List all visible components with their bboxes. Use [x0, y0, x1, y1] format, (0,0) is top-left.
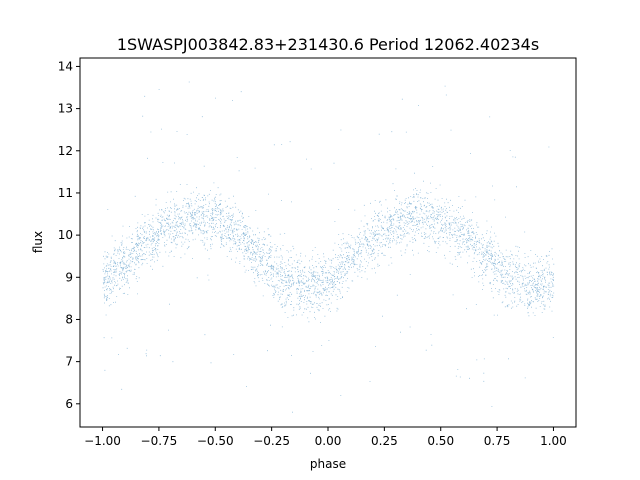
y-tick-label: 7 — [65, 355, 73, 369]
x-tick-label: 0.00 — [315, 434, 342, 448]
y-tick-label: 13 — [58, 102, 73, 116]
plot-area — [80, 58, 576, 427]
y-tick-label: 12 — [58, 144, 73, 158]
x-tick-label: 0.25 — [371, 434, 398, 448]
y-tick-label: 9 — [65, 270, 73, 284]
x-tick-label: 1.00 — [540, 434, 567, 448]
y-axis-ticks: 6 7 8 9 10 11 12 13 14 — [58, 59, 80, 411]
x-tick-label: −0.75 — [141, 434, 178, 448]
y-tick-label: 11 — [58, 186, 73, 200]
x-axis-ticks: −1.00 −0.75 −0.50 −0.25 0.00 0.25 0.50 0.75 1.00 — [84, 427, 567, 448]
y-tick-label: 6 — [65, 397, 73, 411]
x-tick-label: −0.25 — [253, 434, 290, 448]
x-tick-label: −0.50 — [197, 434, 234, 448]
x-tick-label: −1.00 — [84, 434, 121, 448]
x-tick-label: 0.75 — [484, 434, 511, 448]
chart-title: 1SWASPJ003842.83+231430.6 Period 12062.4… — [117, 35, 539, 54]
y-tick-label: 8 — [65, 312, 73, 326]
x-tick-label: 0.50 — [427, 434, 454, 448]
y-axis-label: flux — [31, 231, 45, 253]
x-axis-label: phase — [310, 457, 346, 471]
y-tick-label: 10 — [58, 228, 73, 242]
y-tick-label: 14 — [58, 59, 73, 73]
